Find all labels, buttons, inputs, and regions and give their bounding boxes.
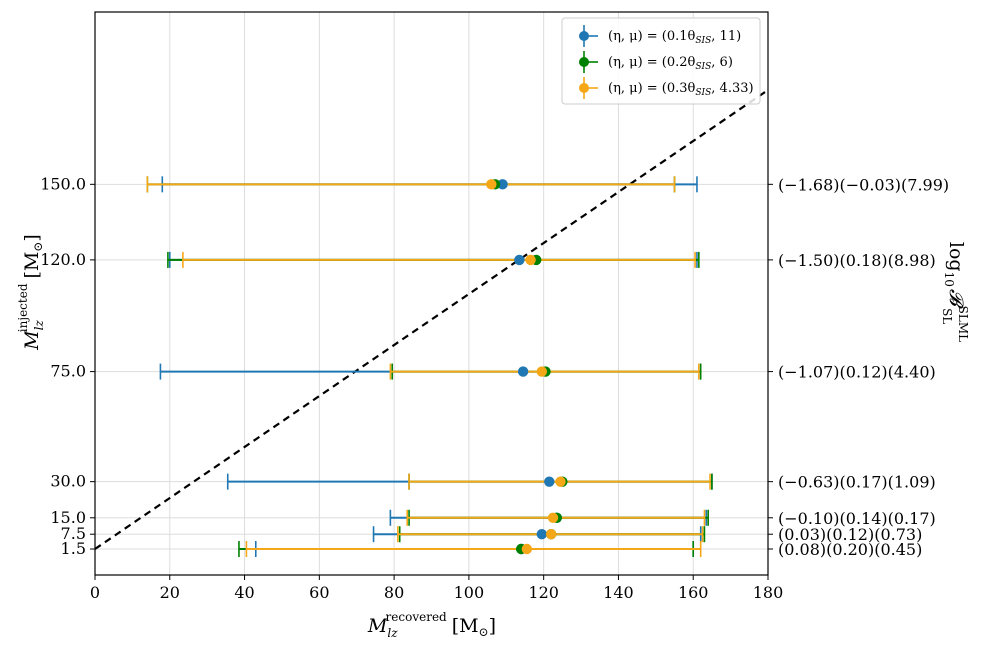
x-axis-label: Mlzrecovered [M⊙] [367, 610, 496, 640]
y-tick-label: 30.0 [50, 472, 86, 491]
legend-label: (η, μ) = (0.2θSIS, 6) [608, 55, 733, 72]
data-point [514, 254, 525, 266]
x-tick-label: 60 [309, 583, 329, 602]
y-axis-ticks: 1.57.515.0 30.0 75.0 120.0 150.0 [40, 174, 95, 558]
x-tick-label: 160 [678, 583, 709, 602]
data-point [525, 254, 536, 266]
x-tick-label: 140 [603, 583, 634, 602]
x-tick-label: 100 [454, 583, 485, 602]
x-tick-label: 80 [384, 583, 404, 602]
legend-box [561, 17, 761, 105]
right-axis-label: log10𝓑SLMLSL [940, 242, 970, 342]
series-2 [146, 176, 713, 557]
x-tick-label: 0 [90, 583, 100, 602]
x-tick-label: 120 [528, 583, 559, 602]
series-markers-1 [497, 179, 562, 555]
plot-frame [94, 11, 769, 576]
series-markers-3 [486, 179, 566, 555]
right-labels: (0.08)(0.20)(0.45)(0.03)(0.12)(0.73)(−0.… [768, 175, 949, 559]
right-label: (−1.07)(0.12)(4.40) [778, 363, 936, 382]
x-tick-label: 180 [753, 583, 784, 602]
data-point [555, 476, 566, 487]
legend: (η, μ) = (0.1θSIS, 11) (η, μ) = (0.2θSIS,… [561, 17, 761, 105]
x-tick-label: 40 [234, 583, 254, 602]
data-point [545, 529, 557, 540]
right-label: (−0.63)(0.17)(1.09) [778, 473, 936, 492]
reference-line [95, 89, 768, 550]
data-point [544, 476, 555, 487]
reference-line-group [95, 89, 768, 550]
legend-marker [579, 57, 589, 67]
data-point [547, 512, 559, 523]
legend-label: (η, μ) = (0.3θSIS, 4.33) [608, 81, 754, 98]
legend-marker [579, 31, 589, 41]
data-point [536, 366, 547, 377]
x-axis-ticks: 0 20 40 60 80 100 120 140 160 180 [90, 575, 783, 602]
right-label: (−0.10)(0.14)(0.17) [778, 509, 936, 528]
y-tick-label: 1.5 [61, 539, 86, 558]
y-tick-label: 15.0 [50, 508, 86, 527]
right-label: (−1.50)(0.18)(8.98) [778, 251, 936, 270]
data-point [486, 179, 497, 190]
y-tick-label: 7.5 [61, 524, 86, 543]
series-1 [159, 176, 713, 557]
y-tick-label: 150.0 [40, 174, 86, 193]
y-axis-label: Mlzinjected[M⊙] [16, 234, 46, 351]
right-label: (0.03)(0.12)(0.73) [778, 525, 922, 544]
right-label: (−1.68)(−0.03)(7.99) [778, 175, 949, 194]
data-point [517, 366, 529, 377]
data-point [521, 543, 533, 555]
legend-marker [579, 83, 589, 93]
data-point [497, 179, 508, 190]
y-tick-label: 75.0 [50, 362, 86, 381]
data-point [536, 529, 547, 540]
y-tick-label: 120.0 [40, 250, 86, 269]
right-label: (0.08)(0.20)(0.45) [778, 540, 922, 559]
series-group [146, 176, 713, 557]
legend-label: (η, μ) = (0.1θSIS, 11) [608, 29, 741, 46]
x-tick-label: 20 [160, 583, 180, 602]
series-3 [146, 176, 711, 557]
